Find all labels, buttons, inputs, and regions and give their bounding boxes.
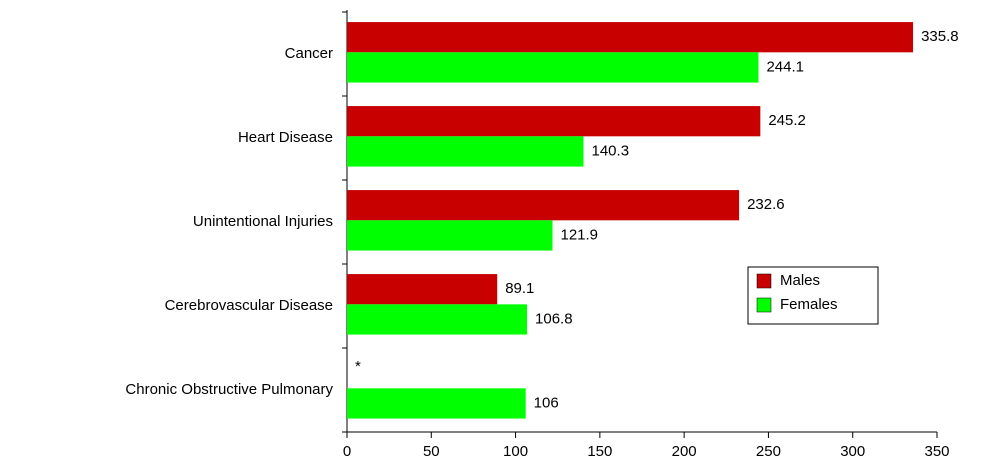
legend-label: Males	[780, 272, 820, 289]
x-tick-label: 250	[756, 443, 781, 460]
x-tick-label: 200	[672, 443, 697, 460]
x-tick-label: 350	[924, 443, 949, 460]
bar	[347, 388, 526, 419]
value-label: 106	[534, 394, 559, 411]
x-tick-label: 300	[840, 443, 865, 460]
value-label: 245.2	[768, 112, 806, 129]
value-label: *	[355, 358, 361, 375]
bar	[347, 136, 584, 167]
value-label: 232.6	[747, 196, 785, 213]
legend-swatch	[756, 273, 772, 289]
value-label: 89.1	[505, 280, 534, 297]
bar	[347, 304, 528, 335]
y-tick-label: Heart Disease	[238, 129, 333, 146]
x-tick-label: 0	[343, 443, 351, 460]
y-tick-label: Unintentional Injuries	[193, 213, 333, 230]
value-label: 121.9	[560, 226, 598, 243]
value-label: 244.1	[766, 58, 804, 75]
bar	[347, 22, 914, 53]
legend: Males Females	[747, 266, 879, 325]
legend-swatch	[756, 297, 772, 313]
y-tick-label: Chronic Obstructive Pulmonary	[125, 381, 333, 398]
value-label: 335.8	[921, 28, 959, 45]
bar	[347, 190, 740, 221]
x-tick-label: 100	[503, 443, 528, 460]
y-tick-label: Cancer	[285, 45, 333, 62]
x-tick-label: 150	[587, 443, 612, 460]
y-tick-label: Cerebrovascular Disease	[165, 297, 333, 314]
bar	[347, 274, 498, 305]
bar	[347, 106, 761, 137]
value-label: 140.3	[592, 142, 630, 159]
legend-label: Females	[780, 296, 838, 313]
x-tick-label: 50	[423, 443, 440, 460]
value-label: 106.8	[535, 310, 573, 327]
bar	[347, 52, 759, 83]
bar	[347, 220, 553, 251]
